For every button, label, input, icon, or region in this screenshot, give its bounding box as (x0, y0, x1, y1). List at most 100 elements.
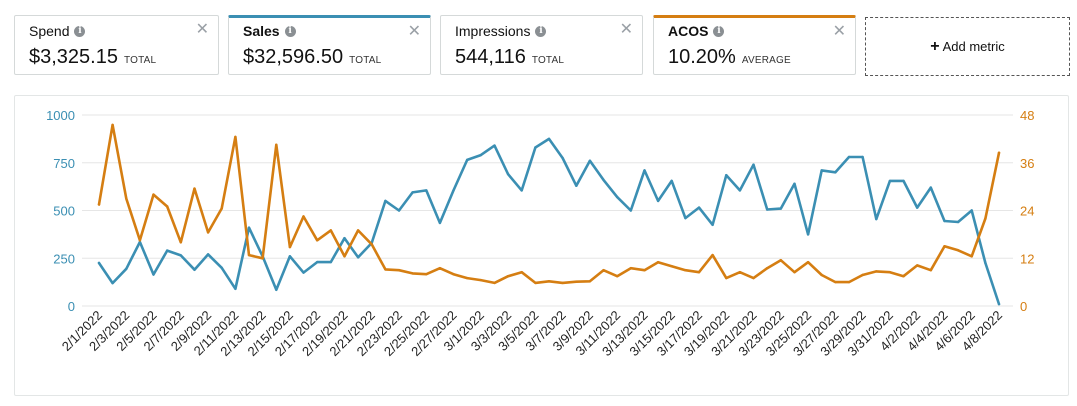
data-point-acos (725, 276, 728, 280)
close-icon[interactable]: ✕ (407, 23, 421, 40)
info-icon[interactable]: i (713, 25, 725, 37)
data-point-acos (711, 253, 714, 257)
data-point-acos (588, 280, 592, 283)
data-point-acos (738, 271, 742, 274)
metric-value: $3,325.15 TOTAL (29, 46, 157, 68)
metric-name: Sales i (243, 23, 296, 39)
y-left-tick-label: 0 (68, 299, 75, 314)
data-point-sales (152, 273, 155, 276)
data-point-acos (356, 229, 360, 232)
metric-suffix: TOTAL (531, 55, 565, 66)
data-point-acos (179, 241, 182, 244)
data-point-sales (302, 271, 305, 274)
data-point-sales (425, 189, 428, 192)
series-line-acos (97, 123, 1001, 285)
data-point-sales (438, 221, 442, 225)
y-left-tick-label: 750 (53, 156, 75, 171)
data-point-sales (220, 266, 223, 269)
data-point-acos (575, 280, 578, 283)
data-point-acos (684, 269, 687, 272)
data-point-acos (452, 273, 455, 276)
data-point-sales (193, 268, 196, 271)
data-point-acos (466, 276, 469, 280)
data-point-acos (847, 280, 851, 284)
data-point-sales (397, 209, 401, 212)
data-point-sales (697, 206, 701, 209)
data-point-acos (438, 267, 442, 270)
metric-card-spend[interactable]: Spend i ✕ $3,325.15 TOTAL (14, 15, 219, 75)
series-line-sales (97, 137, 1001, 306)
data-point-sales (166, 249, 169, 252)
metric-card-acos[interactable]: ACOS i ✕ 10.20% AVERAGE (653, 15, 856, 75)
close-icon[interactable]: ✕ (832, 23, 846, 40)
data-point-acos (479, 278, 482, 282)
data-point-sales (547, 137, 551, 141)
data-point-acos (616, 275, 619, 278)
data-point-acos (493, 281, 496, 285)
data-point-sales (643, 169, 646, 172)
data-point-acos (656, 261, 660, 264)
info-icon[interactable]: i (535, 25, 547, 37)
data-point-acos (806, 261, 810, 264)
data-point-sales (656, 199, 660, 203)
data-point-sales (834, 171, 837, 174)
data-point-sales (506, 173, 510, 176)
close-icon[interactable]: ✕ (195, 21, 209, 38)
data-point-acos (275, 143, 278, 146)
y-right-tick-label: 24 (1020, 204, 1034, 219)
metric-suffix: AVERAGE (741, 55, 791, 66)
y-right-tick-label: 12 (1020, 251, 1034, 266)
data-point-acos (220, 207, 223, 210)
data-point-acos (916, 264, 919, 267)
info-icon[interactable]: i (284, 25, 296, 37)
data-point-acos (166, 205, 169, 208)
data-point-sales (629, 209, 632, 212)
data-point-sales (534, 146, 537, 149)
data-point-acos (970, 255, 973, 258)
metric-card-impressions[interactable]: Impressions i ✕ 544,116 TOTAL (440, 15, 643, 75)
data-point-sales (820, 169, 823, 172)
data-point-sales (888, 179, 892, 183)
data-point-acos (152, 193, 155, 196)
data-point-acos (943, 245, 946, 248)
close-icon[interactable]: ✕ (619, 21, 633, 38)
data-point-acos (875, 270, 878, 273)
metric-value: 544,116 TOTAL (455, 46, 565, 68)
data-point-sales (179, 254, 182, 257)
data-point-sales (670, 179, 673, 183)
add-metric-button[interactable]: + Add metric (865, 17, 1070, 76)
data-point-acos (261, 257, 264, 260)
data-point-sales (316, 260, 319, 264)
data-point-acos (793, 271, 796, 274)
data-point-sales (902, 179, 905, 183)
data-point-acos (766, 267, 769, 270)
data-point-acos (411, 272, 414, 275)
metric-value: 10.20% AVERAGE (668, 46, 791, 68)
metric-name: Spend i (29, 23, 86, 39)
data-point-acos (752, 276, 755, 280)
data-point-acos (520, 271, 523, 274)
info-icon[interactable]: i (74, 25, 86, 37)
data-point-sales (466, 158, 469, 162)
add-metric-label: Add metric (942, 39, 1005, 54)
data-point-acos (138, 239, 142, 242)
data-point-acos (834, 280, 837, 284)
data-point-acos (329, 229, 332, 232)
metric-suffix: TOTAL (349, 55, 382, 66)
data-point-sales (97, 261, 101, 265)
data-point-acos (779, 259, 782, 262)
data-point-acos (929, 269, 932, 272)
metric-card-sales[interactable]: Sales i ✕ $32,596.50 TOTAL (228, 15, 431, 75)
data-point-sales (111, 281, 114, 285)
y-right-tick-label: 36 (1020, 156, 1034, 171)
data-point-sales (520, 189, 523, 192)
data-point-acos (302, 215, 305, 218)
data-point-sales (956, 220, 960, 224)
data-point-sales (493, 144, 496, 147)
data-point-sales (329, 260, 332, 264)
data-point-acos (984, 217, 987, 220)
data-point-sales (861, 155, 864, 159)
data-point-sales (779, 207, 782, 210)
data-point-acos (343, 255, 346, 258)
data-point-sales (916, 206, 919, 209)
